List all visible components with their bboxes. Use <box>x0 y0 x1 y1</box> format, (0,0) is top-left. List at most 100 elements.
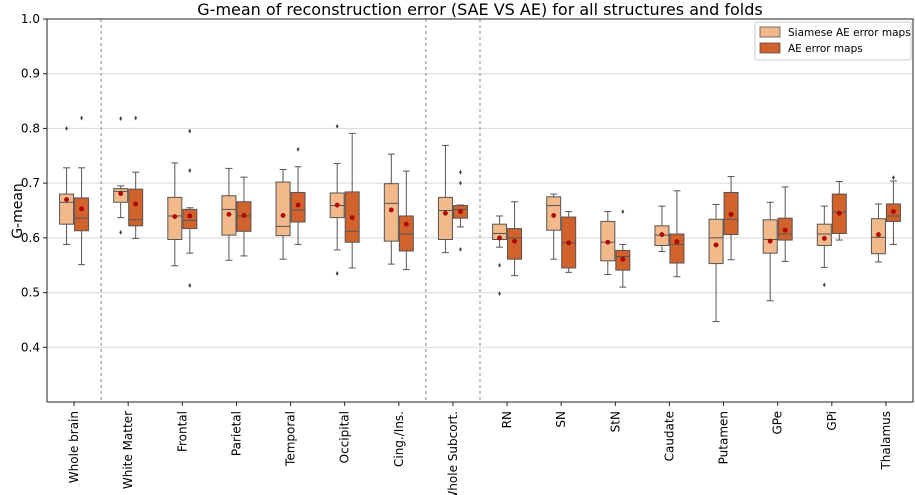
box-iqr <box>669 233 685 264</box>
x-tick-label: Temporal <box>284 411 298 467</box>
legend-label: Siamese AE error maps <box>788 27 911 39</box>
outlier-marker <box>134 115 138 121</box>
box-ae <box>615 209 631 288</box>
legend-swatch <box>759 26 781 38</box>
mean-marker <box>334 202 340 208</box>
box-ae <box>561 211 577 273</box>
mean-marker <box>674 239 680 245</box>
mean-marker <box>118 191 124 196</box>
y-axis-label: G-mean <box>10 183 26 239</box>
y-tick-label: 0.9 <box>21 67 40 81</box>
mean-marker <box>187 213 193 219</box>
box-ae <box>723 176 739 261</box>
box-ae <box>344 132 360 269</box>
x-tick-label: Frontal <box>175 411 189 452</box>
chart-title: G-mean of reconstruction error (SAE VS A… <box>197 0 762 19</box>
box-ae <box>669 190 685 278</box>
outlier-marker <box>335 271 339 276</box>
mean-marker <box>713 242 719 248</box>
outlier-marker <box>80 115 83 121</box>
legend: Siamese AE error maps AE error maps <box>754 21 912 61</box>
box-iqr <box>383 183 399 242</box>
box-siamese <box>329 123 345 276</box>
mean-marker <box>172 214 178 219</box>
mean-marker <box>295 202 301 208</box>
box-iqr <box>275 181 291 237</box>
mean-marker <box>512 238 517 244</box>
box-siamese <box>167 162 183 267</box>
mean-marker <box>79 206 84 212</box>
mean-marker <box>241 213 247 218</box>
outlier-marker <box>498 291 501 297</box>
box-ae <box>831 181 847 241</box>
x-tick-label: Thalamus <box>879 411 893 471</box>
outlier-marker <box>892 175 895 181</box>
box-iqr <box>59 193 75 225</box>
box-iqr <box>816 223 832 247</box>
axes-layer: 0.4 0.5 0.6 0.7 0.8 0.9 1.0 Whole brain White Ma… <box>21 12 914 495</box>
x-tick-label: StN <box>608 411 622 432</box>
outlier-marker <box>188 128 192 134</box>
box-siamese <box>600 211 616 276</box>
mean-marker <box>620 256 626 262</box>
box-ae <box>128 115 144 239</box>
y-tick-label: 0.4 <box>21 340 40 354</box>
mean-marker <box>876 232 881 237</box>
box-ae <box>290 146 306 245</box>
x-tick-label: GPi <box>825 411 839 431</box>
group-separators <box>100 19 481 402</box>
box-siamese <box>59 126 75 245</box>
y-tick-label: 1.0 <box>21 12 40 26</box>
box-ae <box>507 201 523 277</box>
x-tick-label: Putamen <box>717 411 731 464</box>
y-tick-label: 0.7 <box>21 176 40 190</box>
mean-marker <box>566 240 572 246</box>
mean-marker <box>836 210 842 216</box>
x-tick-label: White Matter <box>121 411 135 489</box>
box-ae <box>236 176 252 257</box>
outlier-marker <box>498 262 501 268</box>
outlier-marker <box>119 116 123 121</box>
box-siamese <box>113 116 129 235</box>
legend-swatch <box>759 42 781 54</box>
mean-marker <box>497 235 502 241</box>
x-tick-label: RN <box>500 411 514 428</box>
mean-marker <box>728 211 734 217</box>
x-tick-label: Whole Subcort. <box>446 411 460 495</box>
x-tick-label: Whole brain <box>67 411 81 483</box>
y-tick-label: 0.5 <box>21 286 40 300</box>
outlier-marker <box>335 123 339 129</box>
x-tick-label: Cing./Ins. <box>392 411 406 467</box>
legend-frame <box>754 21 912 61</box>
box-siamese <box>870 203 886 263</box>
x-tick-label: SN <box>554 411 568 428</box>
box-ae <box>398 170 414 271</box>
outlier-marker <box>296 146 300 152</box>
box-siamese <box>383 153 399 265</box>
plot-frame <box>46 18 914 403</box>
mean-marker <box>388 207 394 213</box>
box-iqr <box>708 218 724 265</box>
x-tick-label: GPe <box>771 411 785 435</box>
outlier-marker <box>188 168 192 173</box>
mean-marker <box>821 236 827 241</box>
box-ae <box>74 115 90 266</box>
box-iqr <box>128 188 144 227</box>
legend-label: AE error maps <box>788 43 863 55</box>
box-iqr <box>74 197 90 232</box>
box-ae <box>182 128 198 288</box>
y-tick-label: 0.6 <box>21 231 40 245</box>
outlier-marker <box>459 169 462 175</box>
box-siamese <box>437 144 453 254</box>
box-iqr <box>762 219 778 254</box>
x-tick-label: Caudate <box>662 411 676 461</box>
box-iqr <box>507 228 523 260</box>
mean-marker <box>782 227 788 233</box>
mean-marker <box>605 239 611 245</box>
mean-marker <box>458 209 463 214</box>
mean-marker <box>659 232 665 237</box>
box-siamese <box>762 201 778 302</box>
mean-marker <box>133 201 139 207</box>
box-siamese <box>275 168 291 260</box>
